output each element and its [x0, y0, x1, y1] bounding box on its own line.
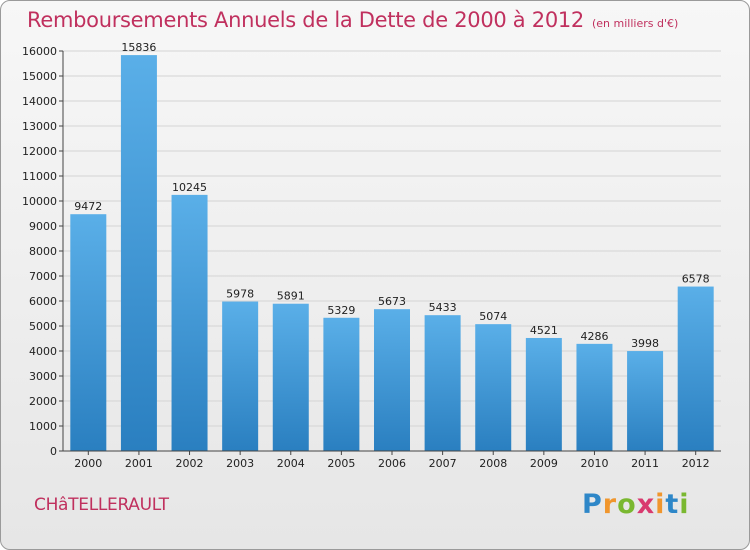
y-tick-label: 13000 [22, 120, 57, 133]
x-tick-label: 2008 [479, 457, 507, 470]
data-label: 5074 [479, 310, 507, 323]
x-tick-label: 2001 [125, 457, 153, 470]
data-label: 4286 [580, 330, 608, 343]
x-tick-label: 2012 [682, 457, 710, 470]
data-label: 4521 [530, 324, 558, 337]
y-tick-label: 2000 [29, 395, 57, 408]
bar-2006 [374, 309, 410, 451]
x-tick-label: 2000 [74, 457, 102, 470]
x-tick-label: 2002 [176, 457, 204, 470]
data-label: 5433 [429, 301, 457, 314]
bar-2005 [323, 317, 360, 451]
x-tick-label: 2009 [530, 457, 558, 470]
logo-letter: P [582, 489, 603, 520]
chart-unit-label: (en milliers d'€) [592, 17, 679, 30]
data-label: 5673 [378, 295, 406, 308]
data-label: 10245 [172, 181, 207, 194]
logo-letter: x [636, 489, 656, 520]
bar-2010 [576, 343, 613, 451]
y-tick-label: 8000 [29, 245, 57, 258]
data-labels: 9472 15836 10245 5978 5891 5329 5673 5433 5074 45… [74, 41, 709, 350]
logo-letter: t [665, 489, 680, 520]
x-tick-label: 2003 [226, 457, 254, 470]
city-name: CHâTELLERAULT [34, 495, 169, 515]
x-tick-label: 2006 [378, 457, 406, 470]
bar-2004 [272, 303, 309, 451]
y-tick-label: 0 [50, 445, 57, 458]
data-label: 5329 [327, 304, 355, 317]
data-label: 15836 [121, 41, 156, 54]
y-tick-label: 15000 [22, 70, 57, 83]
x-tick-label: 2004 [277, 457, 305, 470]
y-tick-label: 6000 [29, 295, 57, 308]
y-tick-label: 16000 [22, 45, 57, 58]
bar-2007 [424, 315, 461, 451]
y-tick-labels: 0 1000 2000 3000 4000 5000 6000 7000 8000 9000 100… [22, 45, 63, 458]
logo-letter: o [617, 489, 637, 520]
bars [70, 55, 714, 451]
y-tick-label: 14000 [22, 95, 57, 108]
y-tick-label: 11000 [22, 170, 57, 183]
y-tick-label: 9000 [29, 220, 57, 233]
chart-title: Remboursements Annuels de la Dette de 20… [27, 8, 678, 32]
data-label: 6578 [682, 273, 710, 286]
chart-title-text: Remboursements Annuels de la Dette de 20… [27, 8, 584, 32]
bar-2003 [222, 301, 259, 451]
bar-2000 [70, 214, 107, 451]
y-tick-label: 7000 [29, 270, 57, 283]
x-tick-label: 2010 [580, 457, 608, 470]
logo-letter: i [655, 489, 666, 520]
bar-2009 [525, 337, 562, 451]
data-label: 9472 [74, 200, 102, 213]
y-tick-label: 3000 [29, 370, 57, 383]
bar-2002 [171, 194, 208, 451]
bar-2012 [677, 286, 714, 451]
y-tick-label: 12000 [22, 145, 57, 158]
bar-2001 [120, 55, 157, 451]
proxiti-logo: Proxiti [582, 489, 690, 520]
data-label: 3998 [631, 337, 659, 350]
logo-letter: i [679, 489, 690, 520]
x-tick-labels: 2000 2001 2002 2003 2004 2005 2006 2007 2008 2009… [74, 451, 710, 470]
bar-2011 [627, 351, 664, 451]
y-tick-label: 4000 [29, 345, 57, 358]
data-label: 5891 [277, 290, 305, 303]
y-tick-label: 1000 [29, 420, 57, 433]
logo-letter: r [602, 489, 618, 520]
bar-2008 [475, 324, 512, 451]
y-tick-label: 5000 [29, 320, 57, 333]
x-tick-label: 2007 [429, 457, 457, 470]
data-label: 5978 [226, 288, 254, 301]
y-tick-label: 10000 [22, 195, 57, 208]
x-tick-label: 2005 [327, 457, 355, 470]
x-tick-label: 2011 [631, 457, 659, 470]
